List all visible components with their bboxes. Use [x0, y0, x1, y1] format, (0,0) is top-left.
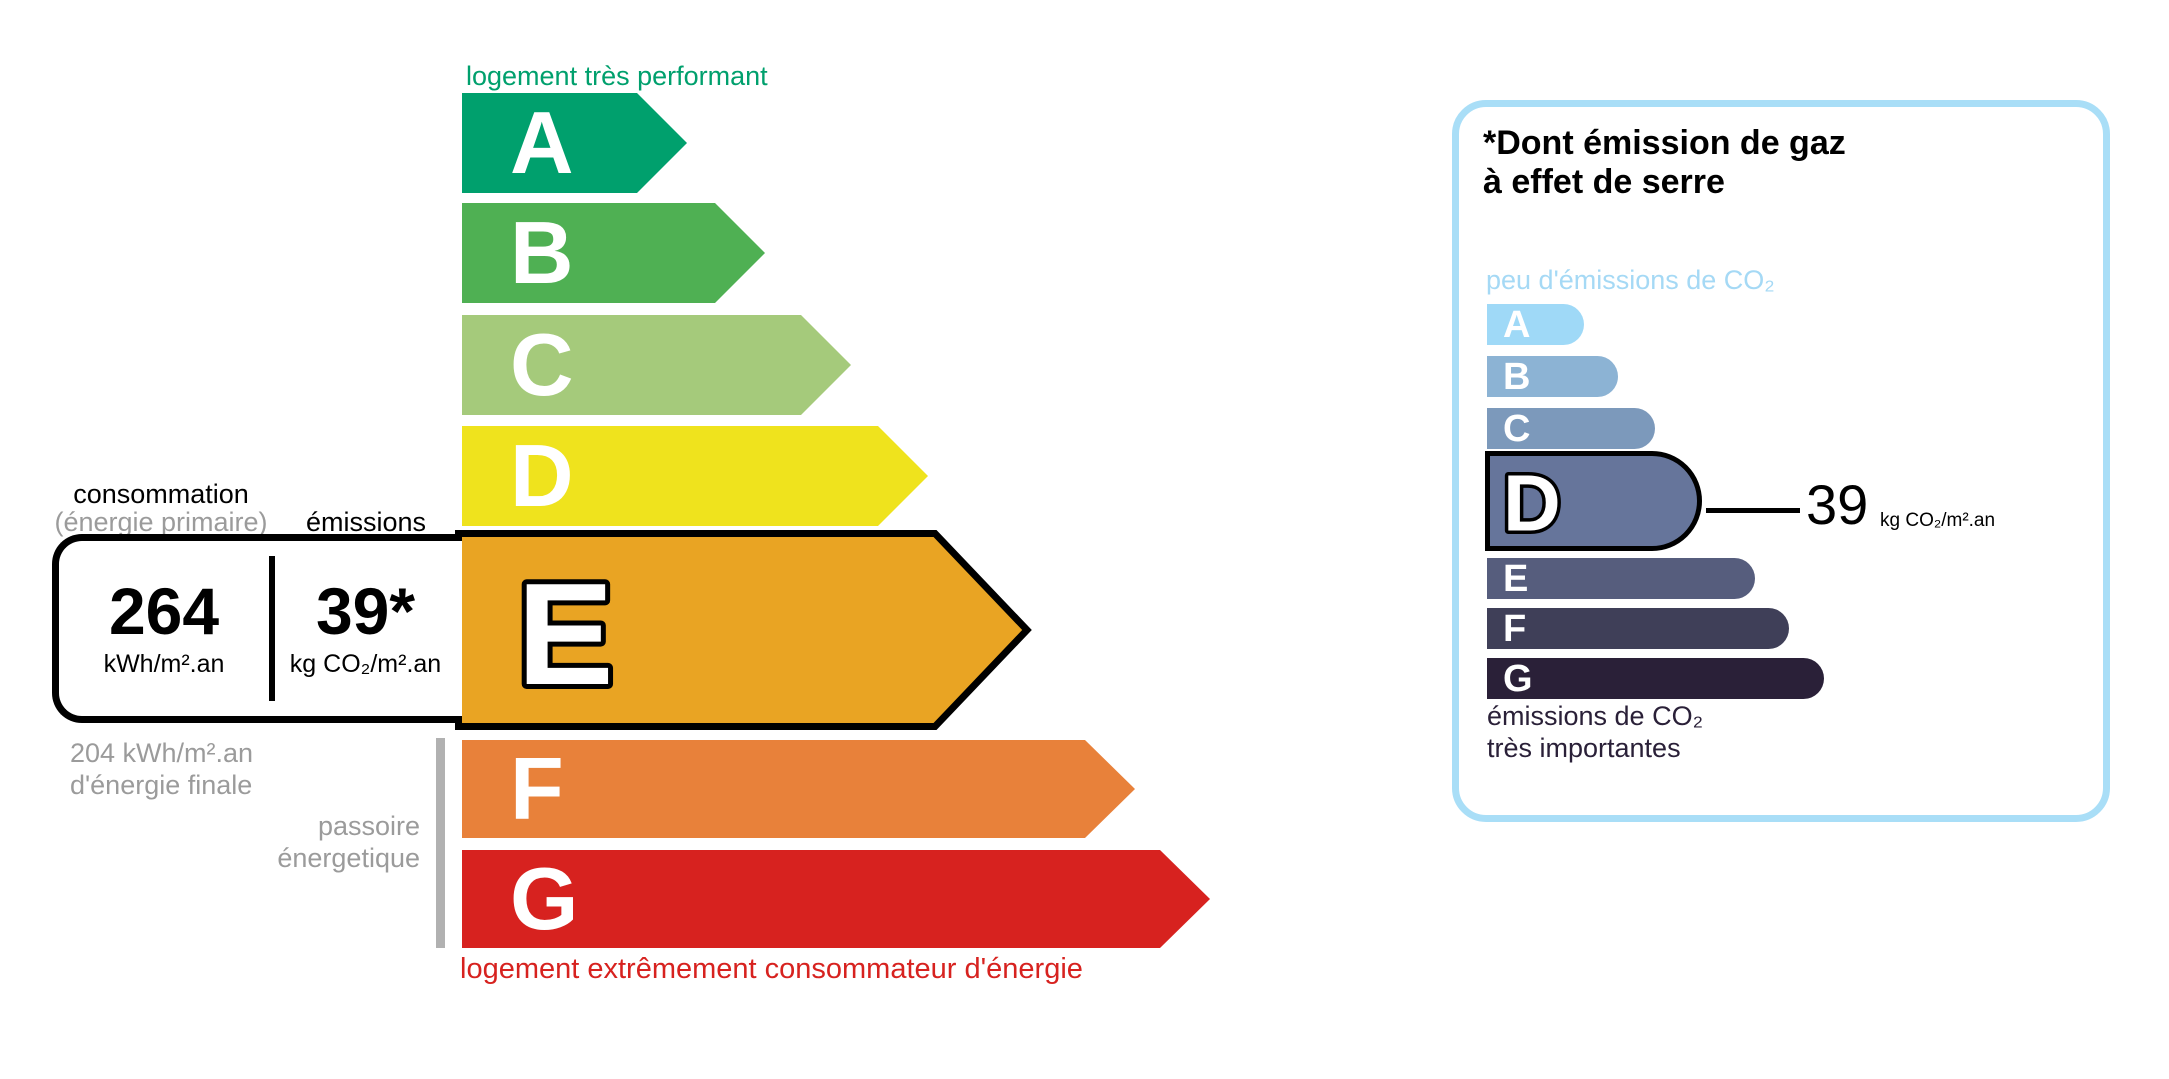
consumption-sublabel: (énergie primaire): [54, 507, 268, 537]
energy-class-f-letter: F: [510, 739, 564, 838]
co2-scale-bottom-line1: émissions de CO₂: [1487, 701, 1704, 731]
co2-class-c-bar: C: [1487, 408, 1655, 449]
co2-value: 39: [1806, 473, 1869, 536]
co2-class-e-bar: E: [1487, 558, 1755, 599]
energy-class-f-arrow: F: [462, 740, 1135, 838]
energy-class-a-arrow: A: [462, 93, 687, 193]
emissions-label: émissions: [305, 507, 427, 537]
primary-energy-cell: 264 kWh/m².an: [59, 541, 269, 716]
co2-class-e-letter: E: [1503, 557, 1529, 600]
energy-sieve-bracket: [436, 738, 445, 948]
co2-value-unit: kg CO₂/m².an: [1880, 510, 1996, 531]
energy-class-a-letter: A: [510, 93, 574, 192]
co2-panel-title-line2: à effet de serre: [1483, 163, 1725, 202]
co2-panel-title-line1: *Dont émission de gaz: [1483, 124, 1846, 162]
energy-class-d-arrow: D: [462, 426, 928, 526]
co2-class-d-shape: [1485, 451, 1702, 551]
primary-energy-unit: kWh/m².an: [103, 650, 225, 678]
energy-class-b-letter: B: [510, 203, 574, 302]
co2-value-connector-line: [1706, 508, 1800, 513]
values-box: 264 kWh/m².an 39* kg CO₂/m².an: [52, 534, 462, 723]
energy-sieve-note: passoire énergetique: [200, 810, 420, 875]
co2-class-d-letter: D: [1503, 459, 1561, 548]
co2-class-f-letter: F: [1503, 607, 1527, 650]
energy-class-c-letter: C: [510, 315, 574, 414]
co2-class-a-letter: A: [1503, 303, 1531, 346]
energy-scale-bottom-label: logement extrêmement consommateur d'éner…: [460, 953, 1083, 985]
co2-scale-top-label: peu d'émissions de CO₂: [1486, 265, 1775, 295]
final-energy-line1: 204 kWh/m².an: [70, 738, 254, 768]
value-box-divider: [269, 556, 275, 701]
co2-class-c-letter: C: [1503, 407, 1531, 450]
emissions-unit: kg CO₂/m².an: [289, 650, 442, 678]
energy-class-b-arrow: B: [462, 203, 765, 303]
co2-panel-title: *Dont émission de gaz à effet de serre: [1483, 124, 1846, 202]
energy-scale-top-label: logement très performant: [466, 61, 768, 91]
emissions-cell: 39* kg CO₂/m².an: [269, 541, 462, 716]
energy-sieve-line2: énergetique: [277, 843, 420, 874]
energy-class-g-letter: G: [510, 849, 579, 948]
co2-class-b-letter: B: [1503, 355, 1531, 398]
co2-scale-bottom-line2: très importantes: [1487, 733, 1681, 764]
co2-scale-bottom-label: émissions de CO₂ très importantes: [1487, 700, 1703, 765]
co2-class-d-bar-highlighted: D: [1485, 451, 1702, 551]
energy-class-d-letter: D: [510, 426, 574, 525]
consumption-label: consommation: [73, 479, 249, 509]
energy-class-e-letter: E: [517, 553, 614, 715]
energy-class-c-arrow: C: [462, 315, 851, 415]
energy-sieve-line1: passoire: [317, 811, 420, 841]
final-energy-note: 204 kWh/m².an d'énergie finale: [70, 737, 253, 802]
emissions-value: 39*: [315, 574, 416, 648]
co2-class-b-bar: B: [1487, 356, 1618, 397]
primary-energy-value: 264: [108, 574, 220, 648]
co2-class-g-letter: G: [1503, 657, 1533, 700]
energy-class-g-arrow: G: [462, 850, 1210, 948]
co2-class-a-bar: A: [1487, 304, 1584, 345]
co2-class-g-bar: G: [1487, 658, 1824, 699]
final-energy-line2: d'énergie finale: [70, 770, 253, 801]
energy-class-e-arrow-highlighted: E: [455, 530, 1032, 730]
co2-class-f-bar: F: [1487, 608, 1789, 649]
